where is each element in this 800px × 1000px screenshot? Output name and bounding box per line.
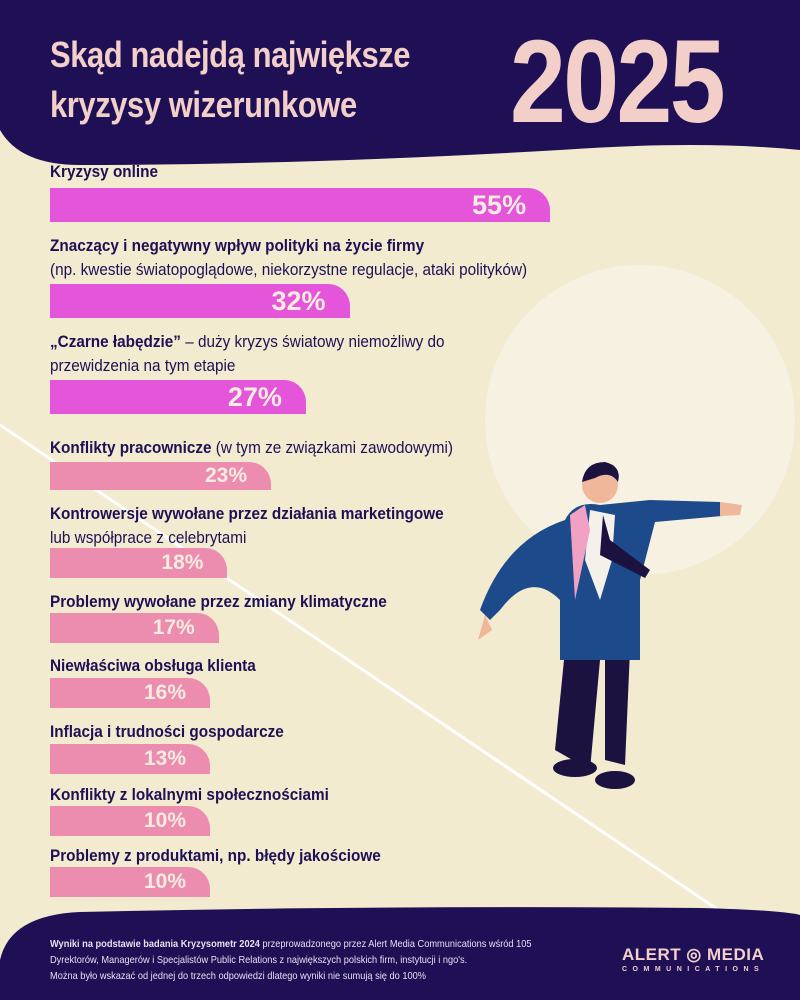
label-bold: Niewłaściwa obsługa klienta <box>50 656 256 675</box>
footer-line2: Dyrektorów, Managerów i Specjalistów Pub… <box>50 954 468 966</box>
label-line2: lub współprace z celebrytami <box>50 528 247 547</box>
year-heading: 2025 <box>510 16 725 148</box>
sun-circle <box>485 265 795 575</box>
bar-label: Niewłaściwa obsługa klienta <box>50 654 256 678</box>
bar-label: „Czarne łabędzie” – duży kryzys światowy… <box>50 330 445 378</box>
label-line2: przewidzenia na tym etapie <box>50 356 236 375</box>
footer-background <box>0 907 800 1000</box>
label-rest: – duży kryzys światowy niemożliwy do <box>180 332 445 351</box>
label-bold: Konflikty z lokalnymi społecznościami <box>50 785 329 804</box>
bar-value-label: 27% <box>227 382 282 412</box>
bar-value-label: 23% <box>205 464 248 487</box>
logo-bottom: COMMUNICATIONS <box>622 966 765 973</box>
bar: 27% <box>50 380 306 414</box>
label-bold: Konflikty pracownicze <box>50 438 212 457</box>
bar: 18% <box>50 548 228 578</box>
bar: 16% <box>50 678 210 708</box>
alert-media-logo: ALERT ◎ MEDIA COMMUNICATIONS <box>622 945 764 973</box>
label-rest: (w tym ze związkami zawodowymi) <box>211 438 453 457</box>
bar: 13% <box>50 744 210 774</box>
bar-label: Znaczący i negatywny wpływ polityki na ż… <box>50 234 527 282</box>
bar-value-label: 10% <box>143 870 186 893</box>
bar: 10% <box>50 806 210 836</box>
bar: 55% <box>50 188 551 222</box>
footer-note: Wyniki na podstawie badania Kryzysometr … <box>50 936 532 984</box>
bar-value-label: 16% <box>143 681 186 704</box>
label-bold: Problemy wywołane przez zmiany klimatycz… <box>50 592 387 611</box>
tightrope-line <box>0 423 800 967</box>
label-bold: Kryzysy online <box>50 162 158 181</box>
bar-value-label: 32% <box>271 286 326 316</box>
bar-label: Konflikty pracownicze (w tym ze związkam… <box>50 436 453 460</box>
bar-value-label: 18% <box>161 551 204 574</box>
footer-line1: przeprowadzonego przez Alert Media Commu… <box>259 938 532 950</box>
label-bold: Znaczący i negatywny wpływ polityki na ż… <box>50 236 425 255</box>
footer-line3: Można było wskazać od jednej do trzech o… <box>50 970 426 982</box>
tightrope-walker-illustration <box>478 462 742 789</box>
header-background <box>0 0 800 165</box>
bar: 17% <box>50 613 219 643</box>
bar: 32% <box>50 284 350 318</box>
bar-label: Kryzysy online <box>50 160 158 184</box>
bar-value-label: 55% <box>472 190 527 220</box>
bar-label: Konflikty z lokalnymi społecznościami <box>50 783 329 807</box>
label-bold: „Czarne łabędzie” <box>50 332 181 351</box>
bar: 10% <box>50 867 210 897</box>
bar-value-label: 17% <box>152 616 195 639</box>
logo-top: ALERT ◎ MEDIA <box>622 945 765 964</box>
bar-value-label: 13% <box>143 747 186 770</box>
bar: 23% <box>50 462 272 490</box>
label-bold: Inflacja i trudności gospodarcze <box>50 722 284 741</box>
label-bold: Kontrowersje wywołane przez działania ma… <box>50 504 444 523</box>
header: Skąd nadejdą największe kryzysy wizerunk… <box>0 0 800 165</box>
bar-label: Kontrowersje wywołane przez działania ma… <box>50 502 444 550</box>
bar-label: Problemy wywołane przez zmiany klimatycz… <box>50 590 387 614</box>
footer-bold: Wyniki na podstawie badania Kryzysometr … <box>50 938 260 950</box>
bar-value-label: 10% <box>143 809 186 832</box>
label-line2: (np. kwestie światopoglądowe, niekorzyst… <box>50 260 528 279</box>
page-title: Skąd nadejdą największe kryzysy wizerunk… <box>50 34 411 125</box>
bar-label: Inflacja i trudności gospodarcze <box>50 720 284 744</box>
bar-label: Problemy z produktami, np. błędy jakości… <box>50 844 381 868</box>
label-bold: Problemy z produktami, np. błędy jakości… <box>50 846 381 865</box>
